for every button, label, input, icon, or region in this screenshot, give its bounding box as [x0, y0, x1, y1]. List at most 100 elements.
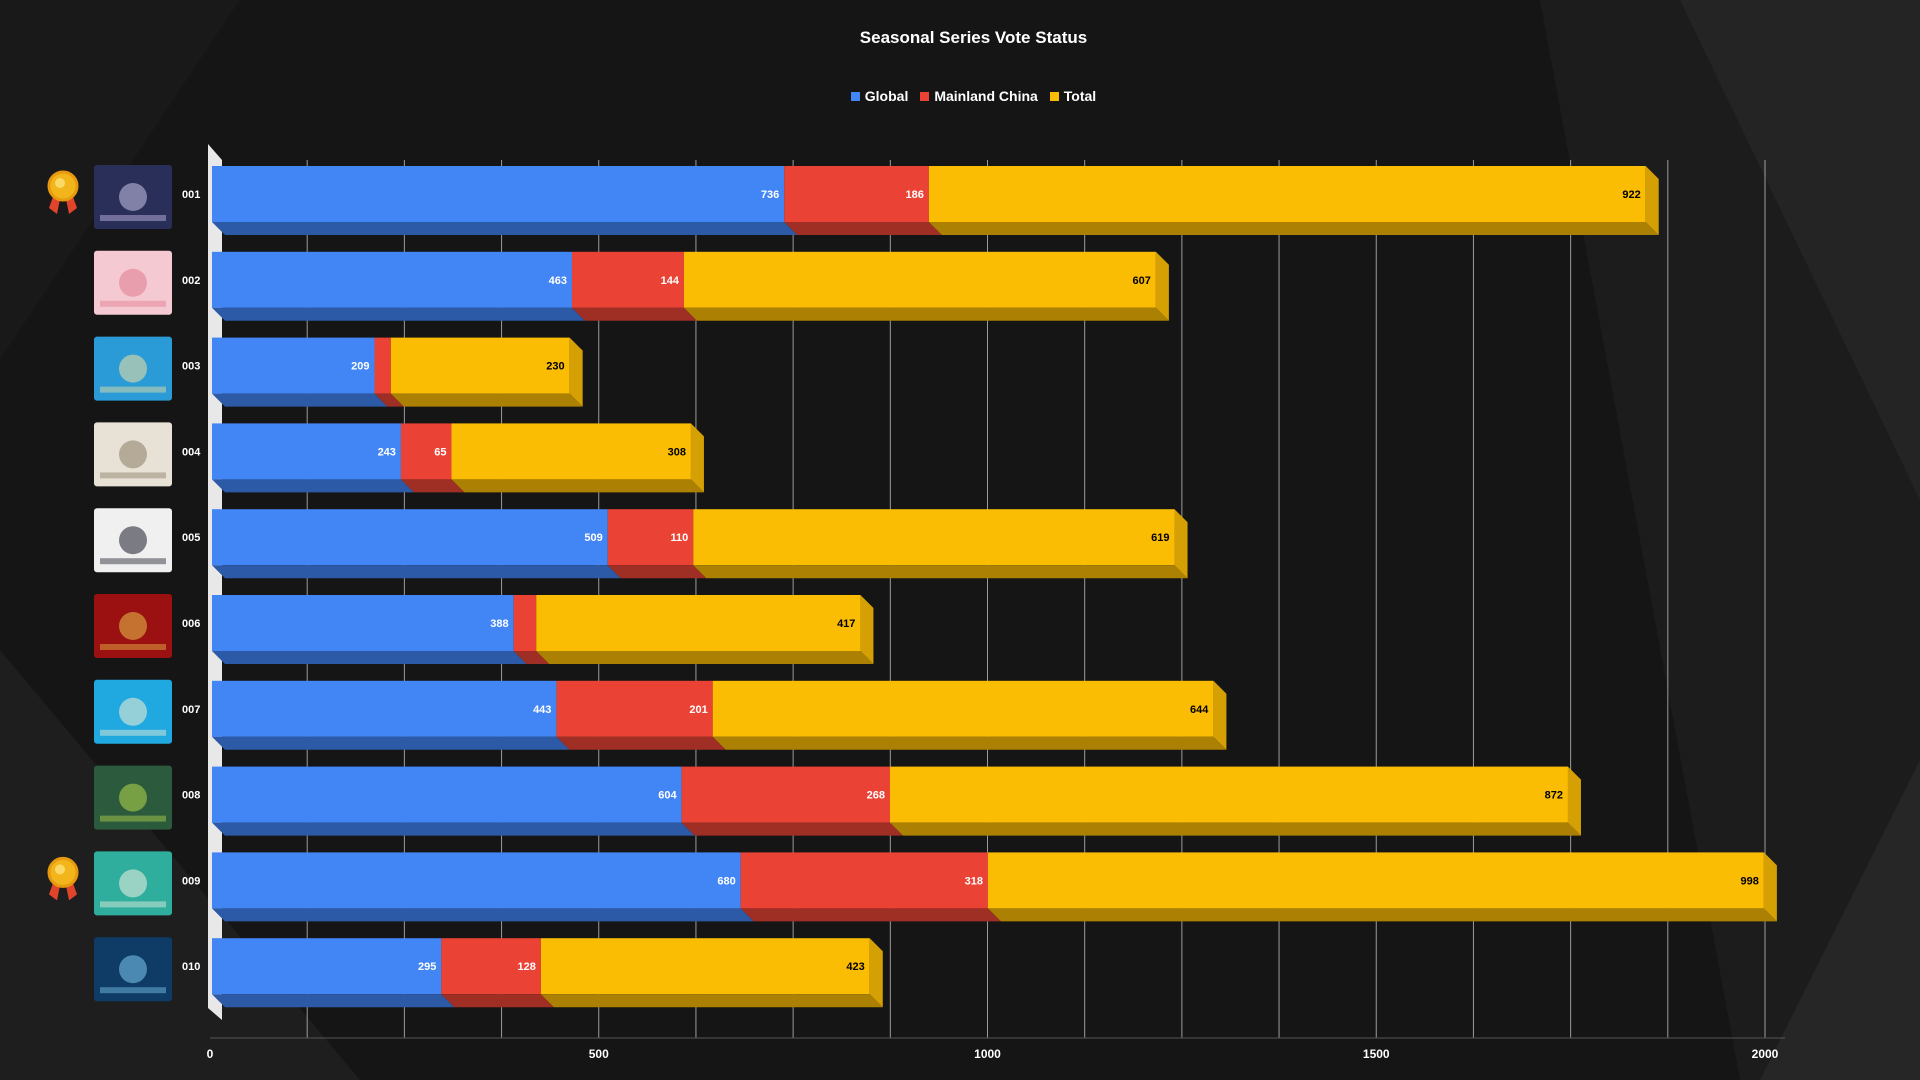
legend-swatch-global — [850, 91, 860, 101]
category-label: 007 — [182, 704, 200, 716]
bar-bottom-006-0 — [212, 651, 527, 664]
medal-shine — [55, 178, 65, 188]
x-tick-label: 1000 — [974, 1047, 1001, 1061]
legend-item-total[interactable]: Total — [1049, 88, 1097, 104]
bar-end-007 — [1213, 680, 1227, 750]
legend-label-total: Total — [1063, 88, 1097, 104]
data-label: 110 — [671, 532, 689, 544]
bar-end-004 — [690, 423, 704, 493]
data-label: 65 — [434, 446, 446, 458]
bar-row-005: 509 110 619 — [212, 509, 1188, 579]
bar-end-003 — [569, 337, 583, 407]
data-label: 619 — [1151, 532, 1169, 544]
bar-segment-003-0 — [212, 337, 375, 394]
data-label: 144 — [661, 275, 680, 287]
thumbnail-accent — [119, 183, 147, 211]
data-label: 604 — [658, 790, 677, 802]
category-label: 001 — [182, 189, 200, 201]
bar-bottom-003-0 — [212, 393, 388, 407]
bar-segment-009-0 — [212, 852, 741, 909]
data-label: 295 — [418, 961, 436, 973]
data-label: 443 — [533, 704, 551, 716]
bar-segment-001-0 — [212, 166, 785, 222]
bar-segment-004-0 — [212, 423, 401, 480]
thumbnail-accent — [119, 783, 147, 812]
bar-bottom-006-1 — [513, 651, 550, 664]
category-label: 002 — [182, 275, 200, 287]
category-label: 004 — [182, 446, 201, 458]
legend-swatch-mainland-china — [920, 91, 930, 101]
bar-bottom-004-2 — [451, 479, 704, 493]
thumbnail-accent — [100, 558, 166, 565]
x-tick-label: 0 — [207, 1047, 214, 1061]
bar-segment-008-1 — [681, 766, 890, 823]
legend-item-mainland-china[interactable]: Mainland China — [920, 88, 1038, 104]
bar-bottom-010-1 — [441, 994, 554, 1008]
bar-segment-006-2 — [536, 595, 861, 651]
bar-end-005 — [1174, 509, 1188, 579]
thumbnail-accent — [100, 644, 166, 650]
bar-end-010 — [869, 938, 883, 1008]
bar-bottom-001-1 — [784, 222, 942, 235]
data-label: 201 — [689, 704, 707, 716]
category-label: 008 — [182, 790, 200, 802]
bar-bottom-005-1 — [607, 565, 707, 579]
bar-segment-007-0 — [212, 680, 557, 737]
bar-bottom-007-1 — [556, 736, 726, 750]
bar-end-009 — [1763, 852, 1777, 922]
thumbnail-accent — [100, 987, 166, 994]
thumbnail-accent — [100, 386, 166, 393]
bar-bottom-009-1 — [740, 908, 1001, 922]
bar-bottom-004-1 — [400, 479, 465, 493]
x-tick-label: 500 — [589, 1047, 609, 1061]
thumbnail-accent — [100, 472, 166, 479]
bar-bottom-008-0 — [212, 822, 695, 836]
bar-bottom-001-0 — [212, 222, 798, 235]
bar-bottom-003-1 — [374, 393, 404, 407]
data-label: 922 — [1622, 189, 1640, 201]
bar-bottom-009-0 — [212, 908, 754, 922]
bar-segment-003-1 — [374, 337, 391, 394]
thumbnail-accent — [100, 815, 166, 822]
bar-bottom-006-2 — [536, 651, 874, 664]
bar-bottom-007-0 — [212, 736, 570, 750]
category-label: 009 — [182, 875, 200, 887]
bar-bottom-004-0 — [212, 479, 414, 493]
bar-row-009: 680 318 998 — [212, 852, 1777, 922]
thumbnail-accent — [100, 215, 166, 221]
thumbnail-accent — [119, 612, 147, 640]
bar-row-007: 443 201 644 — [212, 680, 1227, 750]
data-label: 417 — [837, 618, 855, 630]
bar-segment-002-2 — [683, 251, 1156, 308]
chart-title: Seasonal Series Vote Status — [859, 28, 1088, 47]
bar-segment-001-2 — [928, 166, 1646, 222]
bar-bottom-010-0 — [212, 994, 455, 1008]
category-label: 010 — [182, 961, 200, 973]
legend-swatch-total — [1049, 91, 1059, 101]
thumbnail-accent — [119, 697, 147, 726]
bar-row-001: 736 186 922 — [212, 166, 1659, 235]
bar-segment-010-2 — [540, 938, 870, 995]
bar-end-001 — [1645, 166, 1659, 235]
data-label: 423 — [846, 961, 864, 973]
data-label: 230 — [546, 361, 564, 373]
legend-item-global[interactable]: Global — [850, 88, 909, 104]
data-label: 268 — [867, 790, 885, 802]
bar-segment-002-0 — [212, 251, 572, 308]
data-label: 463 — [549, 275, 567, 287]
bar-segment-007-2 — [712, 680, 1214, 737]
bar-segment-001-1 — [784, 166, 929, 222]
bar-segment-005-2 — [693, 509, 1175, 566]
bar-bottom-002-1 — [571, 307, 697, 321]
data-label: 607 — [1133, 275, 1151, 287]
bar-segment-002-1 — [571, 251, 684, 308]
bar-end-002 — [1155, 251, 1169, 321]
data-label: 209 — [351, 361, 369, 373]
bar-segment-003-2 — [390, 337, 570, 394]
bar-segment-008-2 — [889, 766, 1568, 823]
legend-label-global: Global — [864, 88, 909, 104]
bar-bottom-003-2 — [390, 393, 583, 407]
thumbnail-accent — [100, 300, 166, 307]
thumbnail-accent — [100, 729, 166, 736]
category-label: 006 — [182, 618, 200, 630]
